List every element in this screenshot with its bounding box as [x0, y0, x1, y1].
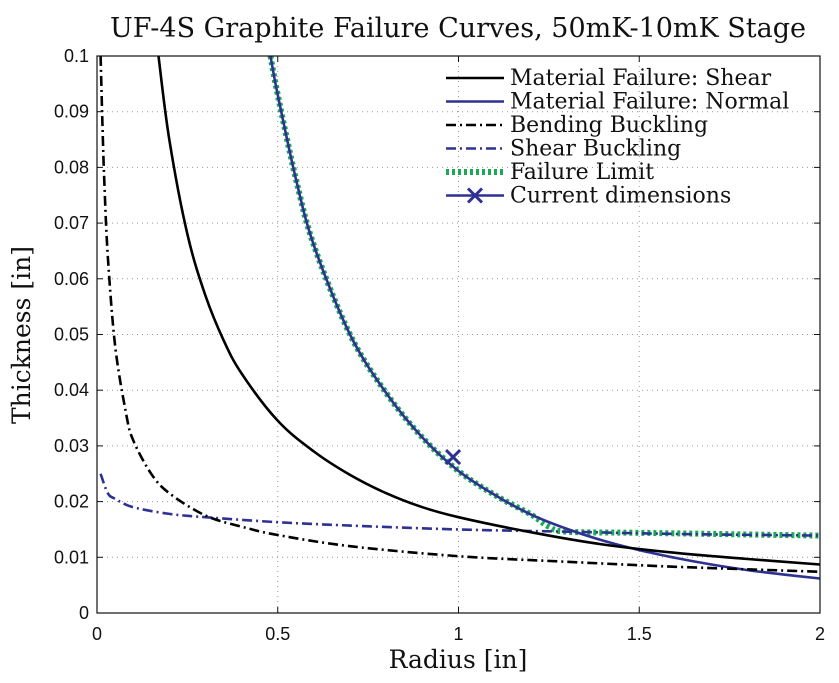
series-layer [99, 55, 821, 580]
series-shear-buckling-line [99, 473, 821, 537]
legend-item-material-failure-normal: Material Failure: Normal [446, 90, 789, 115]
y-axis-label: Thickness [in] [7, 246, 36, 424]
legend-label: Material Failure: Normal [510, 90, 789, 115]
series-failure-limit-line [267, 55, 821, 539]
x-tick-label: 0.5 [265, 624, 290, 644]
y-tick-label: 0.02 [54, 492, 89, 512]
series-material-failure-shear-line [157, 55, 821, 566]
legend-label: Failure Limit [510, 160, 654, 185]
y-tick-label: 0.1 [64, 46, 89, 66]
current-dimensions-marker [445, 448, 462, 466]
y-tick-label: 0.01 [54, 547, 89, 567]
legend-item-current-dimensions: Current dimensions [446, 184, 731, 209]
legend-item-shear-buckling: Shear Buckling [446, 137, 681, 162]
x-axis-label: Radius [in] [389, 645, 528, 674]
legend-label: Shear Buckling [510, 137, 681, 162]
y-tick-label: 0.06 [54, 269, 89, 289]
x-tick-label: 1 [453, 624, 463, 644]
legend-item-bending-buckling: Bending Buckling [446, 113, 708, 138]
y-tick-label: 0.05 [54, 325, 89, 345]
y-tick-label: 0.08 [54, 157, 89, 177]
series-bending-buckling-line [99, 55, 821, 574]
y-tick-label: 0.09 [54, 102, 89, 122]
y-tick-label: 0.04 [54, 380, 89, 400]
x-tick-label: 0 [92, 624, 102, 644]
legend-label: Current dimensions [510, 184, 731, 209]
marker-stroke [445, 448, 462, 466]
legend-item-failure-limit: Failure Limit [446, 160, 654, 185]
grid-layer [97, 56, 820, 613]
x-tick-label: 2 [815, 624, 825, 644]
tick-layer: 0 0.5 1 1.5 2 0 0.01 0.02 0.03 0.04 0.05 0.06 0.07 0.… [54, 46, 825, 644]
legend-label: Bending Buckling [510, 113, 708, 138]
chart-title: UF-4S Graphite Failure Curves, 50mK-10mK… [110, 13, 806, 44]
y-tick-label: 0.07 [54, 213, 89, 233]
legend-item-material-failure-shear: Material Failure: Shear [446, 66, 772, 91]
series-material-failure-normal-line [269, 55, 821, 580]
y-tick-label: 0 [79, 603, 89, 623]
x-tick-label: 1.5 [627, 624, 652, 644]
y-tick-label: 0.03 [54, 436, 89, 456]
legend-swatch-marker [466, 187, 484, 204]
legend-label: Material Failure: Shear [510, 66, 772, 91]
